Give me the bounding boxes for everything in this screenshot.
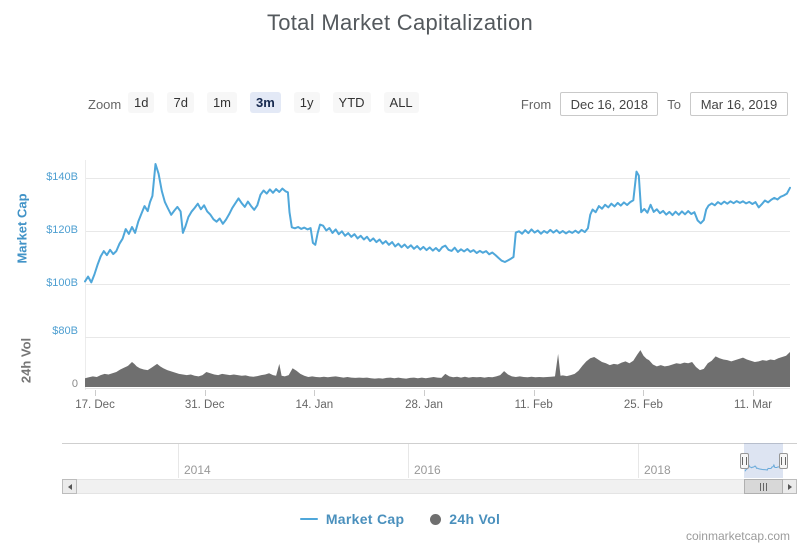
zoom-button-ytd[interactable]: YTD <box>332 92 371 113</box>
zoom-button-1m[interactable]: 1m <box>206 92 237 113</box>
scrollbar-thumb[interactable] <box>744 479 783 494</box>
xtick-mark <box>424 390 425 396</box>
from-date-input[interactable] <box>560 92 659 116</box>
scrollbar-right-button[interactable] <box>782 479 797 494</box>
xtick-mark <box>753 390 754 396</box>
legend-item-24h-vol[interactable]: 24h Vol <box>430 511 500 527</box>
volume-axis-title: 24h Vol <box>18 337 34 384</box>
zoom-button-1d[interactable]: 1d <box>128 92 155 113</box>
handle-grip-icon <box>742 457 747 465</box>
zoom-label: Zoom <box>88 97 122 112</box>
line-marker-icon <box>299 517 318 521</box>
gridline-80b <box>85 337 790 338</box>
xtick-label: 11. Mar <box>733 399 773 411</box>
to-date-input[interactable] <box>690 92 788 116</box>
xtick-mark <box>314 390 315 396</box>
legend-label: 24h Vol <box>449 511 501 527</box>
xtick-mark <box>205 390 206 396</box>
date-range-controls: From To <box>521 92 788 116</box>
zoom-button-1y[interactable]: 1y <box>293 92 320 113</box>
navigator-year-label: 2014 <box>184 463 211 477</box>
navigator-year-gridline <box>638 444 639 478</box>
ytick-100b: $100B <box>46 277 78 289</box>
legend-item-market-cap[interactable]: Market Cap <box>299 511 405 527</box>
xtick-label: 11. Feb <box>514 399 553 411</box>
attribution: coinmarketcap.com <box>685 529 790 543</box>
navigator-year-gridline <box>178 444 179 478</box>
navigator-year-label: 2016 <box>414 463 441 477</box>
xtick-label: 28. Jan <box>405 399 443 411</box>
zoom-button-group: 1d 7d 1m 3m 1y YTD ALL <box>128 92 419 113</box>
arrow-left-icon <box>67 483 72 490</box>
ytick-80b: $80B <box>52 325 78 337</box>
navigator-selected-range[interactable] <box>744 443 783 478</box>
page-title: Total Market Capitalization <box>266 10 534 35</box>
legend: Market Cap 24h Vol <box>0 511 800 527</box>
scrollbar-track[interactable] <box>62 479 797 494</box>
xtick-label: 14. Jan <box>295 399 334 411</box>
zoom-button-7d[interactable]: 7d <box>167 92 194 113</box>
market-cap-axis-title: Market Cap <box>14 193 30 264</box>
ytick-140b: $140B <box>46 171 78 183</box>
legend-label: Market Cap <box>325 511 405 527</box>
handle-grip-icon <box>781 457 786 465</box>
scrollbar-left-button[interactable] <box>62 479 77 494</box>
xtick-mark <box>95 390 96 396</box>
navigator-year-gridline <box>408 444 409 478</box>
xtick-label: 17. Dec <box>75 399 115 411</box>
navigator-outline <box>62 443 797 444</box>
xtick-mark <box>534 390 535 396</box>
navigator-right-handle-icon[interactable] <box>779 453 788 469</box>
arrow-right-icon <box>787 483 792 490</box>
ytick-0: 0 <box>71 378 78 390</box>
xtick-label: 25. Feb <box>623 399 663 411</box>
navigator-left-handle-icon[interactable] <box>740 453 749 469</box>
xtick-mark <box>643 390 644 396</box>
from-label: From <box>520 96 552 112</box>
zoom-button-all[interactable]: ALL <box>383 92 419 113</box>
to-label: To <box>667 96 681 112</box>
zoom-button-3m[interactable]: 3m <box>250 92 281 113</box>
dot-marker-icon <box>430 513 442 525</box>
gridline-100b <box>85 284 790 285</box>
xtick-label: 31. Dec <box>184 399 225 411</box>
thumb-grip-icon <box>760 482 767 491</box>
volume-baseline <box>85 388 790 389</box>
main-chart-plot-area[interactable] <box>85 150 790 395</box>
navigator-year-label: 2018 <box>644 463 671 477</box>
ytick-120b: $120B <box>46 224 78 236</box>
